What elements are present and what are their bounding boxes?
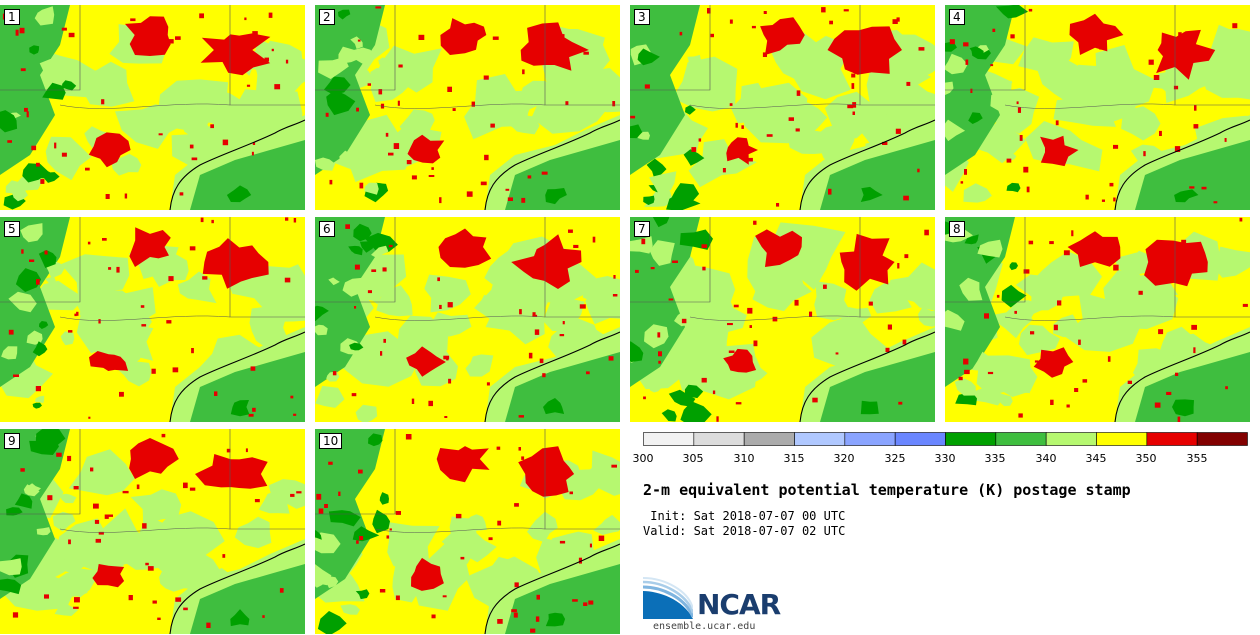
member-label: 4: [949, 9, 965, 25]
ncar-wordmark: NCAR: [697, 588, 781, 621]
panel-map: [315, 429, 620, 634]
colorbar-swatch: [844, 432, 896, 446]
colorbar-swatch: [1196, 432, 1248, 446]
member-panel-2: 2: [315, 5, 620, 210]
member-panel-5: 5: [0, 217, 305, 422]
member-label: 3: [634, 9, 650, 25]
panel-map: [0, 217, 305, 422]
colorbar-tick: 320: [833, 452, 855, 465]
colorbar-tick: 355: [1186, 452, 1208, 465]
member-label: 7: [634, 221, 650, 237]
panel-map: [0, 5, 305, 210]
member-panel-10: 10: [315, 429, 620, 634]
member-label: 8: [949, 221, 965, 237]
panel-map: [0, 429, 305, 634]
colorbar-swatch: [693, 432, 745, 446]
member-label: 9: [4, 433, 20, 449]
member-panel-6: 6: [315, 217, 620, 422]
member-panel-9: 9: [0, 429, 305, 634]
colorbar-tick: 345: [1085, 452, 1107, 465]
colorbar-swatch: [743, 432, 795, 446]
colorbar-swatch: [1045, 432, 1097, 446]
panel-map: [945, 5, 1250, 210]
panel-map: [630, 5, 935, 210]
member-label: 2: [319, 9, 335, 25]
colorbar-swatch: [1146, 432, 1198, 446]
colorbar-tick: 340: [1035, 452, 1057, 465]
init-time: Init: Sat 2018-07-07 00 UTC: [643, 509, 846, 523]
panel-map: [945, 217, 1250, 422]
colorbar-tick: 335: [984, 452, 1006, 465]
colorbar-tick: 325: [884, 452, 906, 465]
ncar-logo-icon: [643, 577, 693, 619]
member-label: 1: [4, 9, 20, 25]
member-label: 5: [4, 221, 20, 237]
colorbar-swatch: [643, 432, 695, 446]
member-panel-4: 4: [945, 5, 1250, 210]
colorbar: [643, 432, 1248, 446]
colorbar-swatch: [1096, 432, 1148, 446]
member-panel-7: 7: [630, 217, 935, 422]
member-panel-3: 3: [630, 5, 935, 210]
panel-map: [630, 217, 935, 422]
figure-title: 2-m equivalent potential temperature (K)…: [643, 481, 1131, 499]
member-label: 10: [319, 433, 343, 449]
panel-map: [315, 217, 620, 422]
member-label: 6: [319, 221, 335, 237]
website-url: ensemble.ucar.edu: [653, 621, 756, 632]
colorbar-swatch: [945, 432, 997, 446]
colorbar-tick: 315: [783, 452, 805, 465]
colorbar-tick: 305: [682, 452, 704, 465]
colorbar-tick: 300: [632, 452, 654, 465]
valid-time: Valid: Sat 2018-07-07 02 UTC: [643, 524, 846, 538]
colorbar-tick: 310: [733, 452, 755, 465]
colorbar-swatch: [794, 432, 846, 446]
panel-map: [315, 5, 620, 210]
member-panel-8: 8: [945, 217, 1250, 422]
colorbar-tick: 350: [1135, 452, 1157, 465]
colorbar-swatch: [894, 432, 946, 446]
colorbar-tick: 330: [934, 452, 956, 465]
colorbar-swatch: [995, 432, 1047, 446]
member-panel-1: 1: [0, 5, 305, 210]
